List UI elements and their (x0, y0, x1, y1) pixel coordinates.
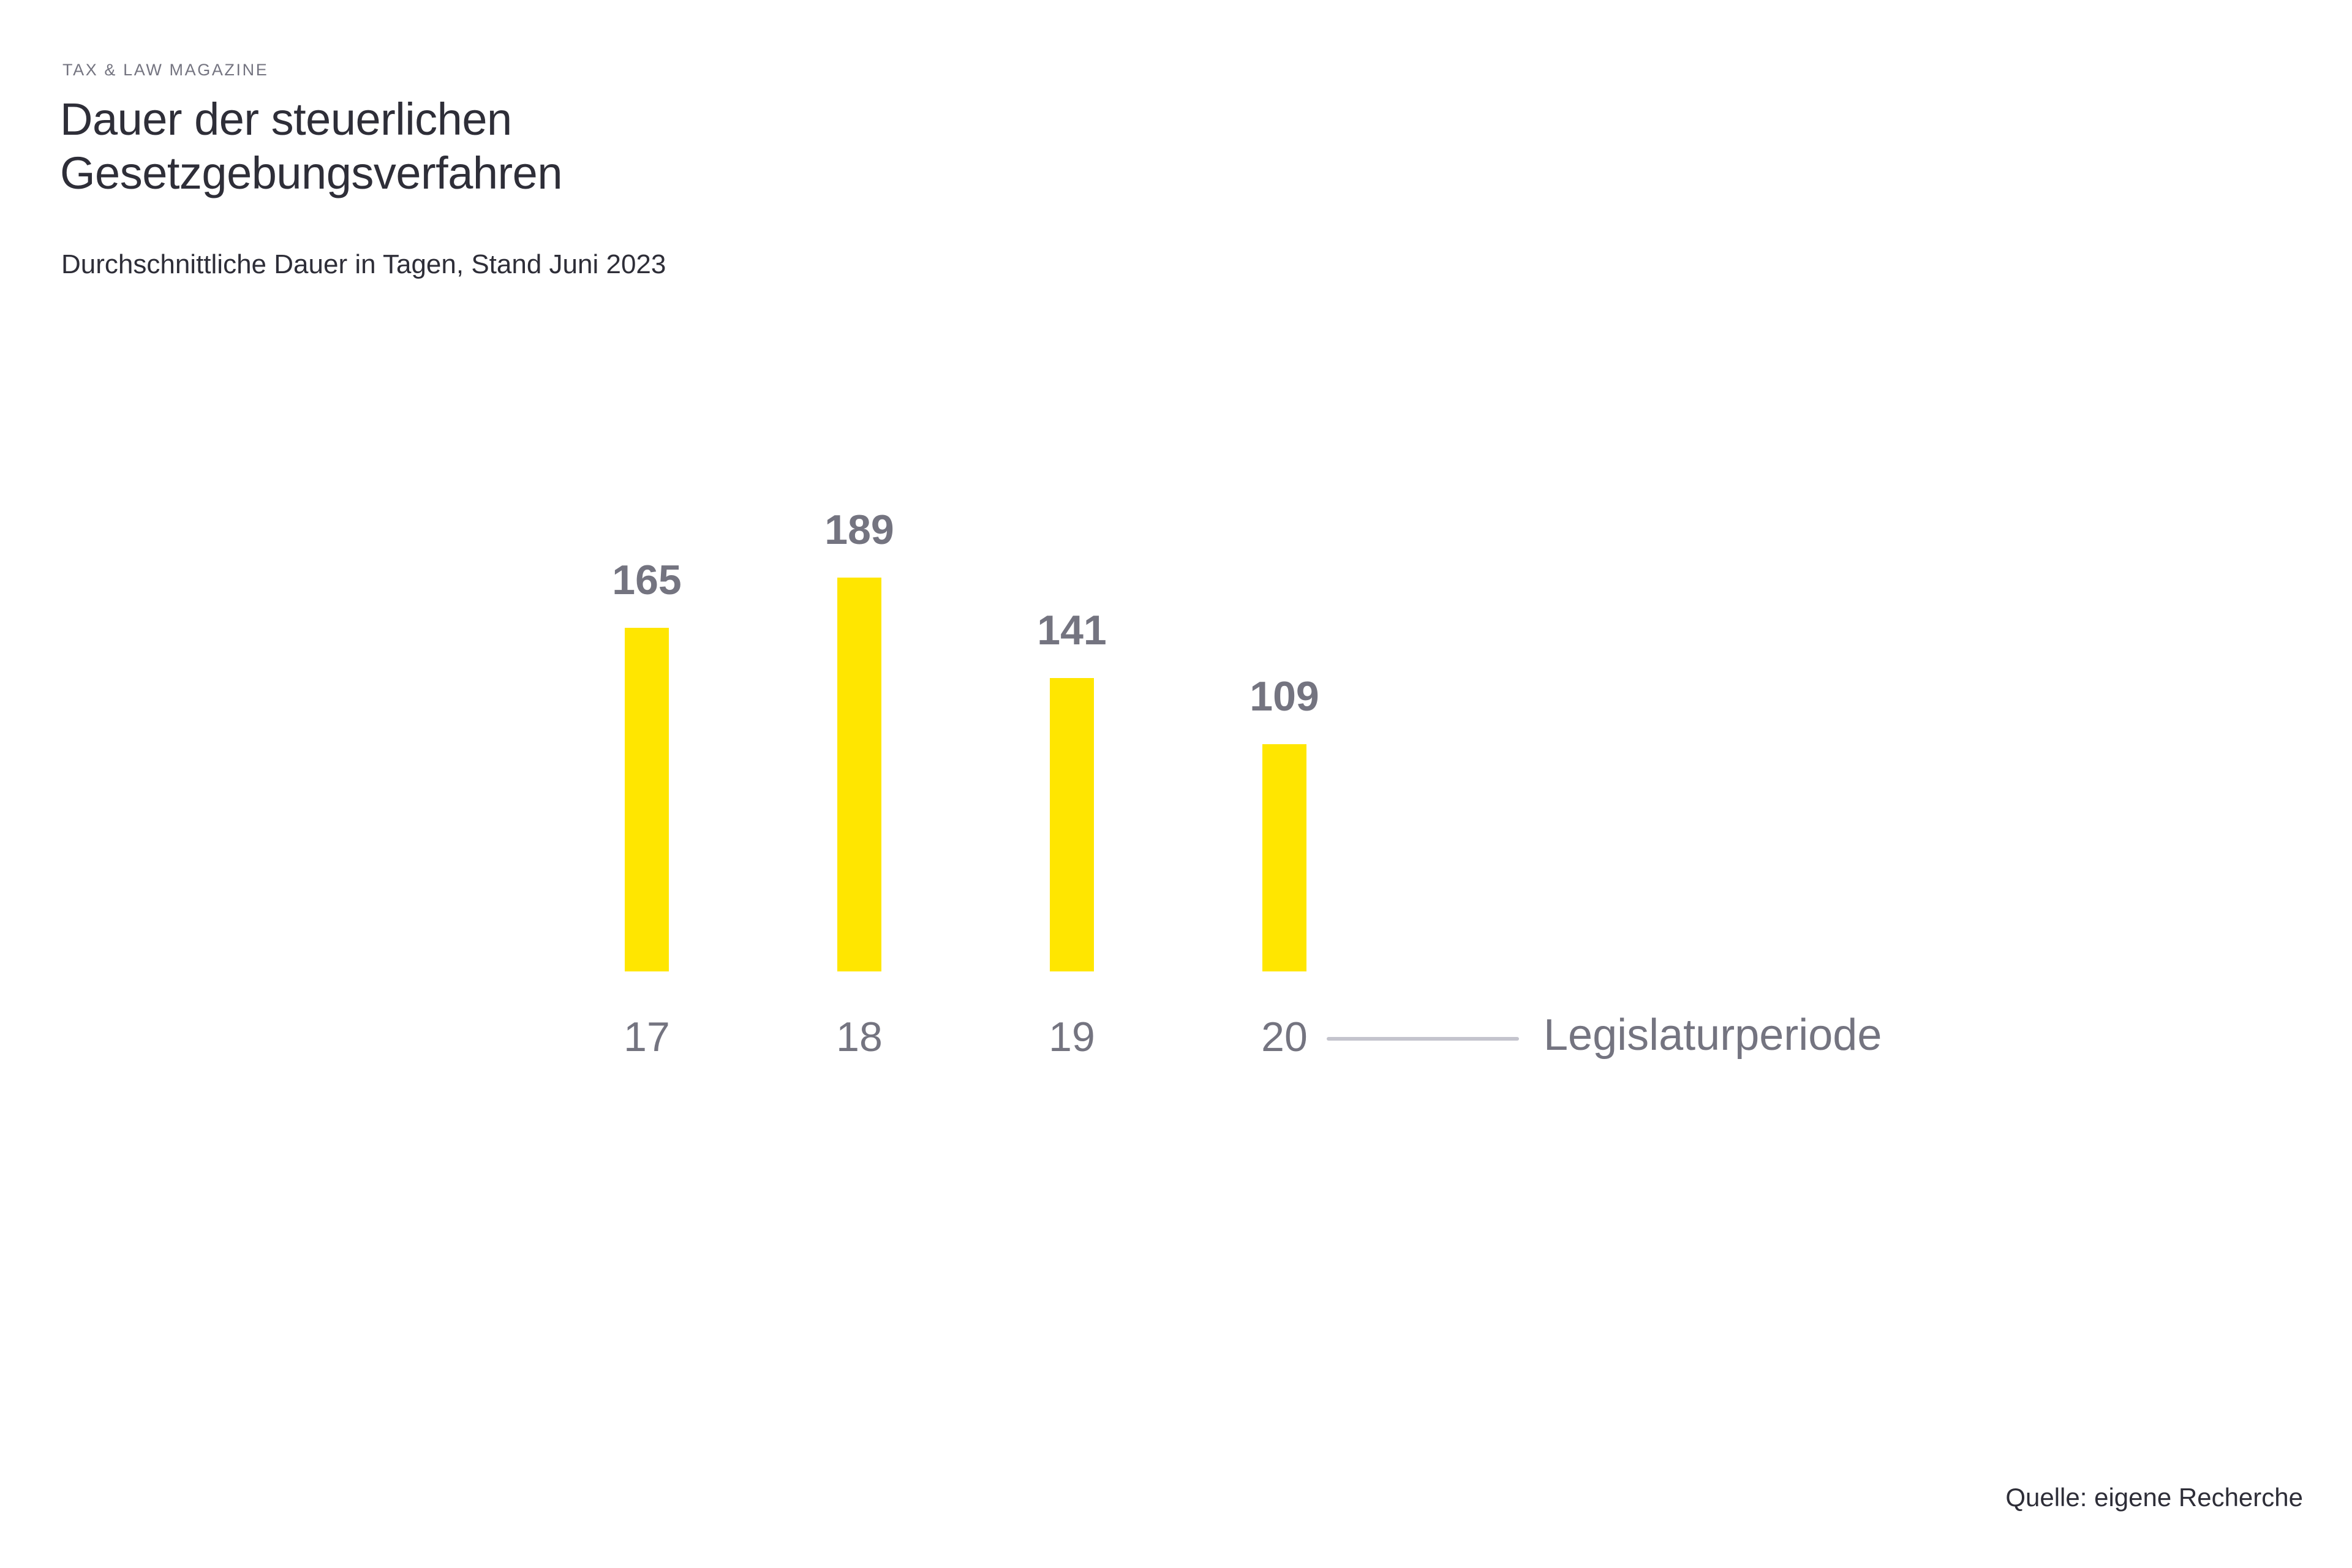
magazine-overline: TAX & LAW MAGAZINE (62, 61, 269, 79)
x-axis-connector-line (1327, 1037, 1519, 1041)
x-axis-label: Legislaturperiode (1544, 1011, 1882, 1060)
bar-value-label: 165 (612, 557, 682, 603)
bar (1262, 744, 1306, 971)
bar (1050, 678, 1094, 971)
bar (625, 628, 669, 971)
chart-subtitle: Durchschnittliche Dauer in Tagen, Stand … (61, 249, 666, 279)
x-tick-label: 18 (836, 1014, 883, 1060)
bar-group: 189 18 (737, 0, 982, 1568)
bar-value-label: 189 (824, 507, 894, 553)
bar-value-label: 141 (1037, 607, 1107, 654)
bar (837, 578, 881, 971)
chart-title: Dauer der steuerlichen Gesetzgebungsverf… (60, 94, 562, 198)
x-tick-label: 17 (624, 1014, 670, 1060)
bar-group: 141 19 (949, 0, 1194, 1568)
bar-value-label: 109 (1250, 673, 1319, 720)
bar-group: 165 17 (524, 0, 769, 1568)
x-tick-label: 19 (1049, 1014, 1095, 1060)
source-note: Quelle: eigene Recherche (2005, 1483, 2303, 1512)
x-tick-label: 20 (1261, 1014, 1308, 1060)
bar-group: 109 20 (1162, 0, 1407, 1568)
